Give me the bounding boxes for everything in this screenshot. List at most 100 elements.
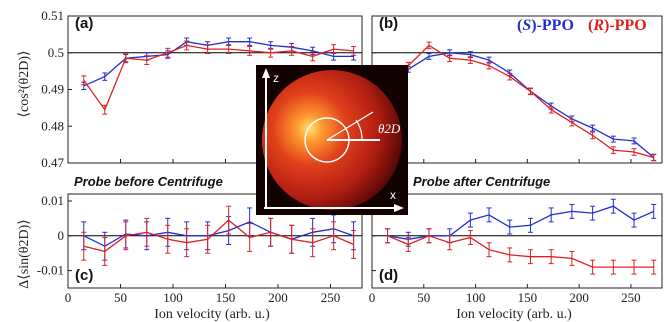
- x-label-right: Ion velocity (arb. u.): [456, 307, 572, 322]
- x-tick-label-c: 200: [268, 290, 288, 305]
- y-tick-label-c: 0.01: [41, 193, 64, 208]
- error-bar-R-b: [651, 153, 657, 162]
- inset-image: z x θ2D: [256, 65, 408, 215]
- error-bar-R-c: [289, 224, 295, 254]
- error-bar-R-d: [651, 259, 657, 275]
- legend-s-letter: S: [522, 17, 531, 34]
- error-bar-R-b: [447, 54, 453, 63]
- error-bar-R-b: [569, 118, 575, 127]
- y-tick-label-a: 0.48: [41, 118, 64, 133]
- error-bar-R-a: [351, 46, 357, 56]
- error-bar-R-b: [426, 41, 432, 50]
- legend-s-open: (: [517, 17, 522, 34]
- error-bar-R-c: [226, 205, 232, 235]
- error-bar-R-c: [144, 217, 150, 247]
- error-bar-R-a: [331, 44, 337, 54]
- error-bar-R-b: [590, 131, 596, 140]
- legend-r-close: )-PPO: [604, 17, 647, 34]
- legend-s-close: )-PPO: [531, 17, 574, 34]
- error-bar-R-c: [123, 221, 129, 251]
- error-bar-R-c: [205, 224, 211, 254]
- error-bar-R-d: [405, 237, 411, 252]
- error-bar-R-c: [268, 217, 274, 247]
- caption-after: Probe after Centrifuge: [413, 174, 550, 189]
- error-bar-R-a: [310, 51, 316, 62]
- panel-tag-c: (c): [75, 267, 93, 284]
- error-bar-R-b: [507, 72, 513, 81]
- error-bar-R-c: [331, 221, 337, 251]
- x-tick-label-d: 100: [466, 290, 486, 305]
- error-bar-R-a: [205, 44, 211, 54]
- legend-s: (S)-PPO: [517, 17, 574, 34]
- error-bar-R-a: [123, 53, 129, 64]
- x-tick-label-c: 0: [65, 290, 72, 305]
- error-bar-R-a: [144, 55, 150, 66]
- series-line-S-c: [83, 221, 354, 247]
- error-bar-S-d: [631, 212, 637, 228]
- error-bar-R-a: [102, 104, 108, 115]
- error-bar-R-a: [165, 47, 171, 58]
- error-bar-R-a: [268, 47, 274, 58]
- x-tick-label-d: 150: [518, 290, 538, 305]
- error-bar-R-c: [310, 228, 316, 258]
- error-bar-R-d: [385, 228, 391, 244]
- error-bar-R-d: [590, 259, 596, 275]
- x-tick-label-c: 150: [216, 290, 236, 305]
- error-bar-S-d: [569, 203, 575, 219]
- legend-r: (R)-PPO: [588, 17, 647, 34]
- x-tick-label-c: 250: [321, 290, 341, 305]
- series-line-R-c: [83, 219, 354, 253]
- panel-frame-c: [67, 193, 363, 289]
- error-bar-R-b: [610, 146, 616, 154]
- series-line-S-d: [387, 205, 654, 240]
- error-bar-S-d: [651, 203, 657, 219]
- x-tick-label-d: 250: [621, 290, 641, 305]
- inset-theta-label: θ2D: [378, 121, 401, 136]
- y-label-top: ⟨cos²(θ2D)⟩: [17, 51, 32, 118]
- error-bar-R-d: [447, 235, 453, 251]
- error-bar-R-a: [81, 75, 87, 86]
- error-bar-S-b: [631, 137, 637, 145]
- error-bar-R-d: [610, 259, 616, 275]
- y-tick-label-c: -0.01: [37, 263, 64, 278]
- error-bar-S-d: [486, 207, 492, 223]
- series-line-R-d: [387, 235, 654, 268]
- y-label-bottom: Δ⟨sin(θ2D)⟩: [17, 219, 32, 288]
- error-bar-R-d: [426, 228, 432, 244]
- error-bar-R-d: [631, 259, 637, 275]
- inset-x-label: x: [390, 188, 396, 202]
- y-tick-label-a: 0.47: [41, 155, 64, 170]
- error-bar-S-b: [590, 124, 596, 132]
- x-tick-label-d: 0: [369, 290, 376, 305]
- error-bar-R-d: [548, 249, 554, 265]
- error-bar-R-d: [486, 242, 492, 258]
- series-line-R-b: [386, 44, 654, 159]
- error-bar-S-d: [527, 217, 533, 233]
- inset-angle-arc: [355, 119, 363, 141]
- error-bar-S-a: [102, 72, 108, 81]
- error-bar-R-d: [467, 230, 473, 245]
- panel-frame-b: [371, 15, 663, 164]
- error-bar-R-c: [81, 231, 87, 261]
- panel-tag-b: (b): [379, 15, 398, 32]
- error-bar-R-b: [631, 148, 637, 156]
- panel-tag-a: (a): [75, 15, 93, 32]
- error-bar-S-d: [610, 198, 616, 214]
- series-line-S-b: [387, 52, 655, 158]
- error-bar-R-c: [351, 230, 357, 259]
- error-bar-S-a: [247, 37, 253, 46]
- error-bar-R-a: [184, 40, 190, 51]
- y-tick-label-a: 0.49: [41, 82, 64, 97]
- inset-angle-ray: [326, 111, 374, 141]
- y-tick-label-c: 0: [58, 228, 65, 243]
- x-tick-label-c: 50: [114, 290, 127, 305]
- error-bar-S-d: [467, 212, 473, 228]
- error-bar-R-c: [165, 224, 171, 254]
- error-bar-R-d: [569, 250, 575, 266]
- y-tick-label-a: 0.5: [48, 45, 64, 60]
- error-bar-R-a: [247, 46, 253, 56]
- error-bar-R-b: [467, 56, 473, 64]
- panel-tag-d: (d): [379, 267, 398, 284]
- series-line-R-a: [83, 44, 354, 112]
